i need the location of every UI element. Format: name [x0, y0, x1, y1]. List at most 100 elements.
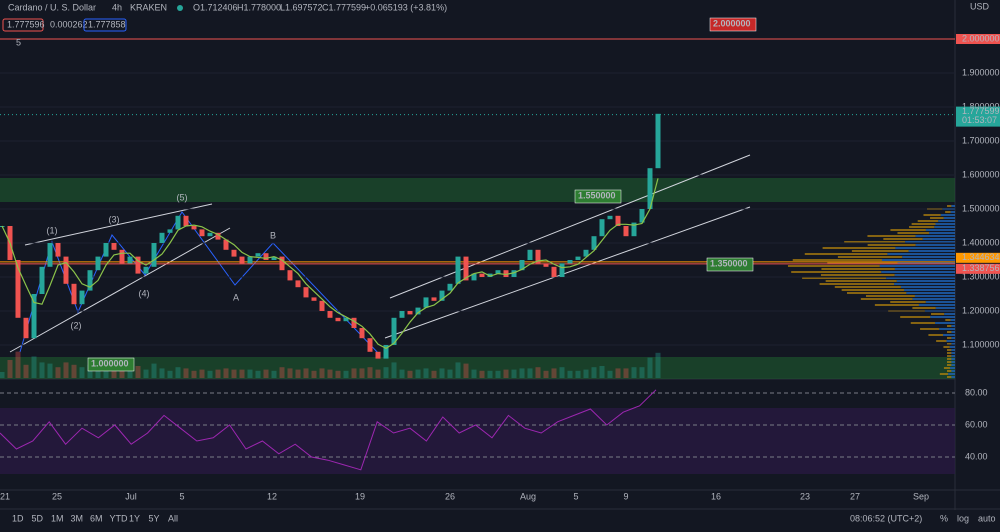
open: O1.712406: [193, 2, 238, 12]
profile-bar: [902, 256, 955, 258]
trend-lines: [9, 154, 751, 353]
profile-bar: [912, 307, 936, 309]
profile-bar: [945, 319, 951, 321]
time-label: Aug: [520, 491, 536, 501]
range-button[interactable]: 1M: [51, 513, 64, 523]
wave-label: A: [233, 292, 239, 302]
volume-bar: [127, 369, 133, 378]
price-label: 1.300000: [962, 271, 1000, 281]
profile-bar: [915, 244, 955, 246]
volume-bar: [295, 369, 301, 378]
candle: [39, 266, 45, 294]
range-button[interactable]: 3M: [71, 513, 84, 523]
sell-box[interactable]: [2, 18, 44, 32]
profile-bar: [943, 367, 951, 369]
profile-bar: [912, 298, 955, 300]
range-button[interactable]: 1Y: [129, 513, 140, 523]
time-label: 25: [52, 491, 62, 501]
range-button[interactable]: 1D: [12, 513, 24, 523]
profile-bar: [918, 304, 955, 306]
profile-bar: [886, 277, 955, 279]
candle: [87, 270, 93, 291]
candle: [319, 300, 325, 311]
currency[interactable]: USD: [970, 1, 990, 11]
volume-bar: [423, 368, 429, 378]
price-label: 1.800000: [962, 101, 1000, 111]
profile-bar: [951, 352, 955, 354]
profile-bar: [900, 316, 931, 318]
volume-bar: [351, 368, 357, 378]
volume-bar: [623, 368, 629, 378]
candle: [639, 209, 645, 223]
price-label: 1.500000: [962, 203, 1000, 213]
volume-bar: [559, 367, 565, 378]
profile-bar: [867, 235, 916, 237]
scale-toggle[interactable]: %: [940, 513, 948, 523]
profile-bar: [903, 289, 955, 291]
profile-bar: [930, 316, 955, 318]
volume-bar: [7, 360, 13, 378]
range-button[interactable]: 5D: [32, 513, 44, 523]
profile-bar: [929, 232, 955, 234]
candle: [215, 232, 221, 240]
rsi-line: [0, 389, 657, 471]
candle: [631, 222, 637, 237]
profile-bar: [947, 358, 952, 360]
candle: [303, 287, 309, 298]
buy-box[interactable]: [83, 18, 127, 32]
volume-bar: [151, 363, 157, 378]
indicator[interactable]: 5: [16, 37, 21, 47]
range-button[interactable]: All: [168, 513, 178, 523]
volume-bar: [55, 367, 61, 378]
volume-bar: [575, 370, 581, 378]
scale-toggle[interactable]: log: [957, 513, 969, 523]
range-button[interactable]: 5Y: [149, 513, 160, 523]
volume-bar: [39, 362, 45, 378]
candle: [367, 338, 373, 352]
profile-bar: [951, 358, 955, 360]
range-button[interactable]: YTD: [110, 513, 129, 523]
candle: [559, 263, 565, 277]
volume-bar: [375, 369, 381, 378]
scale-toggle[interactable]: auto: [978, 513, 996, 523]
candle: [591, 236, 597, 250]
profile-bar: [822, 247, 896, 249]
candle: [455, 256, 461, 284]
candle: [439, 290, 445, 301]
profile-bar: [865, 295, 915, 297]
volume-bar: [47, 363, 53, 378]
profile-bar: [931, 313, 945, 315]
profile-bar: [825, 280, 897, 282]
candle: [79, 290, 85, 305]
support-zone: [0, 357, 955, 379]
volume-bar: [567, 370, 573, 378]
volume-bar: [191, 370, 197, 378]
candle: [103, 243, 109, 257]
volume-bar: [519, 368, 525, 378]
candle: [391, 317, 397, 345]
candle: [503, 270, 509, 277]
volume-bar: [279, 367, 285, 378]
price-label: 1.100000: [962, 339, 1000, 349]
volume-bar: [439, 368, 445, 378]
volume-bar: [271, 370, 277, 378]
candle: [119, 249, 125, 264]
volume-bar: [583, 369, 589, 378]
candle: [519, 260, 525, 271]
profile-bar: [894, 283, 955, 285]
profile-bar: [949, 346, 955, 348]
volume-bar: [407, 370, 413, 378]
axis-annotation-label: 2.000000: [962, 33, 1000, 43]
profile-bar: [819, 283, 895, 285]
candle: [279, 256, 285, 271]
profile-bar: [906, 292, 955, 294]
profile-bar: [947, 355, 952, 357]
rsi-label: 60.00: [965, 419, 988, 429]
profile-bar: [887, 253, 955, 255]
volume-bar: [143, 369, 149, 378]
profile-bar: [909, 226, 935, 228]
range-button[interactable]: 6M: [90, 513, 103, 523]
wave-label: (1): [47, 225, 58, 235]
profile-bar: [890, 301, 926, 303]
volume-bar: [71, 364, 77, 378]
